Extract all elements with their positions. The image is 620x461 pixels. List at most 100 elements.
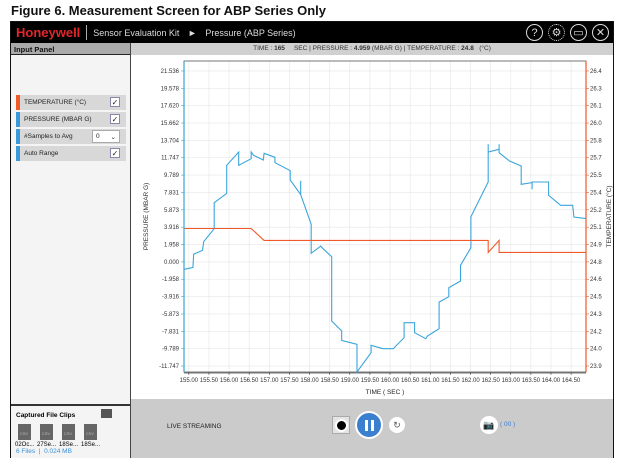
- file-name: 27Se...: [37, 442, 57, 448]
- y-tick-label: 0.000: [164, 260, 180, 266]
- y2-tick-label: 25.4: [590, 190, 602, 196]
- pressure-toggle[interactable]: PRESSURE (MBAR G) ✓: [16, 112, 126, 127]
- temperature-value: 24.8: [461, 45, 474, 52]
- x-tick-label: 159.00: [341, 378, 360, 384]
- temperature-checkbox[interactable]: ✓: [110, 97, 120, 107]
- file-clip[interactable]: CSV 18Se...: [59, 424, 78, 448]
- y2-tick-label: 24.2: [590, 329, 602, 335]
- settings-icon[interactable]: ⚙: [548, 24, 565, 41]
- file-clip[interactable]: CSV 27Se...: [37, 424, 57, 448]
- pressure-series-line: [184, 144, 587, 374]
- y2-tick-label: 25.5: [590, 173, 602, 179]
- samples-color-bar: [16, 129, 20, 144]
- pressure-color-bar: [16, 112, 20, 127]
- captured-file-clips: Captured File Clips CSV 02Oc... CSV 27Se..…: [11, 404, 130, 458]
- honeywell-logo: Honeywell: [11, 25, 88, 40]
- clips-title: Captured File Clips: [16, 412, 76, 419]
- temperature-unit: (°C): [479, 45, 491, 52]
- y2-tick-label: 25.1: [590, 225, 602, 231]
- csv-file-icon: CSV: [39, 424, 53, 440]
- close-icon[interactable]: ✕: [592, 24, 609, 41]
- y2-tick-label: 24.9: [590, 243, 602, 249]
- y2-tick-label: 25.7: [590, 156, 602, 162]
- pressure-value: 4.959: [353, 45, 371, 52]
- breadcrumb-page: Pressure (ABP Series): [205, 27, 296, 38]
- file-name: 02Oc...: [15, 442, 35, 448]
- x-tick-label: 161.00: [421, 378, 440, 384]
- samples-value: 0: [96, 133, 100, 140]
- x-tick-label: 158.50: [320, 378, 339, 384]
- file-clip[interactable]: CSV 02Oc...: [15, 424, 35, 448]
- x-tick-label: 164.00: [542, 378, 561, 384]
- y2-tick-label: 24.3: [590, 312, 602, 318]
- auto-range-color-bar: [16, 146, 20, 161]
- folder-icon[interactable]: [101, 409, 112, 418]
- time-unit: SEC |: [293, 45, 311, 52]
- temperature-label: TEMPERATURE (°C): [24, 99, 87, 106]
- maximize-icon[interactable]: ▭: [570, 24, 587, 41]
- pause-icon: [370, 419, 374, 431]
- y-tick-label: 17.620: [161, 104, 180, 110]
- csv-file-icon: CSV: [61, 424, 75, 440]
- y-axis-label: PRESSURE (MBAR G): [143, 183, 150, 251]
- samples-to-avg: #Samples to Avg 0 ⌄: [16, 129, 126, 144]
- y2-tick-label: 24.5: [590, 295, 602, 301]
- x-tick-label: 155.50: [200, 378, 219, 384]
- y2-tick-label: 24.0: [590, 347, 602, 353]
- y2-tick-label: 26.3: [590, 86, 602, 92]
- temperature-series-line: [184, 227, 586, 254]
- total-size: 0.024 MB: [44, 448, 72, 455]
- x-tick-label: 163.00: [502, 378, 521, 384]
- file-count[interactable]: 6 Files: [16, 448, 36, 455]
- live-streaming-label: LIVE STREAMING: [167, 423, 222, 430]
- y2-tick-label: 26.4: [590, 69, 602, 75]
- y2-tick-label: 26.0: [590, 121, 602, 127]
- y-tick-label: 5.873: [164, 208, 180, 214]
- auto-range-checkbox[interactable]: ✓: [110, 148, 120, 158]
- x-tick-label: 157.50: [280, 378, 299, 384]
- y-tick-label: -11.747: [159, 364, 180, 370]
- x-tick-label: 157.00: [260, 378, 279, 384]
- breadcrumb-app[interactable]: Sensor Evaluation Kit: [93, 27, 180, 38]
- y2-tick-label: 24.8: [590, 260, 602, 266]
- reset-button[interactable]: ↻: [389, 417, 405, 433]
- camera-button[interactable]: 📷: [480, 416, 498, 434]
- y-tick-label: 15.662: [161, 121, 180, 127]
- auto-range-label: Auto Range: [24, 150, 59, 157]
- y2-axis-label: TEMPERATURE (°C): [605, 185, 613, 247]
- pause-button[interactable]: [355, 411, 383, 439]
- y-tick-label: 7.831: [164, 190, 180, 196]
- y2-tick-label: 25.8: [590, 138, 602, 144]
- y-tick-label: -1.958: [162, 277, 180, 283]
- x-tick-label: 155.00: [180, 378, 199, 384]
- measurement-chart: 155.00 155.50 156.00 156.50 157.00 157.50 158.…: [131, 55, 613, 399]
- y-tick-label: 21.536: [161, 69, 180, 75]
- x-tick-label: 162.00: [461, 378, 480, 384]
- time-value: 165: [274, 45, 285, 52]
- app-window: Honeywell Sensor Evaluation Kit ► Pressu…: [10, 21, 614, 458]
- pause-icon: [364, 419, 368, 431]
- x-tick-label: 164.50: [562, 378, 581, 384]
- x-tick-label: 162.50: [481, 378, 500, 384]
- x-tick-label: 161.50: [441, 378, 460, 384]
- temperature-color-bar: [16, 95, 20, 110]
- help-icon[interactable]: ?: [526, 24, 543, 41]
- x-tick-label: 156.00: [220, 378, 239, 384]
- auto-range-toggle[interactable]: Auto Range ✓: [16, 146, 126, 161]
- samples-select[interactable]: 0 ⌄: [92, 130, 120, 143]
- y-tick-label: 1.958: [164, 243, 180, 249]
- input-panel: Input Panel TEMPERATURE (°C) ✓ PRESSURE …: [11, 43, 136, 458]
- y2-tick-label: 26.1: [590, 104, 602, 110]
- breadcrumb: Sensor Evaluation Kit ► Pressure (ABP Se…: [93, 28, 301, 38]
- temperature-toggle[interactable]: TEMPERATURE (°C) ✓: [16, 95, 126, 110]
- y2-tick-label: 25.2: [590, 208, 602, 214]
- chevron-down-icon: ⌄: [110, 134, 116, 141]
- pressure-checkbox[interactable]: ✓: [110, 114, 120, 124]
- title-bar: Honeywell Sensor Evaluation Kit ► Pressu…: [11, 22, 613, 43]
- samples-label: #Samples to Avg: [24, 133, 73, 140]
- record-icon: [334, 418, 348, 432]
- csv-file-icon: CSV: [17, 424, 31, 440]
- record-button[interactable]: [332, 416, 350, 434]
- file-name: 18Se...: [81, 442, 101, 448]
- file-clip[interactable]: CSV 18Se...: [81, 424, 101, 448]
